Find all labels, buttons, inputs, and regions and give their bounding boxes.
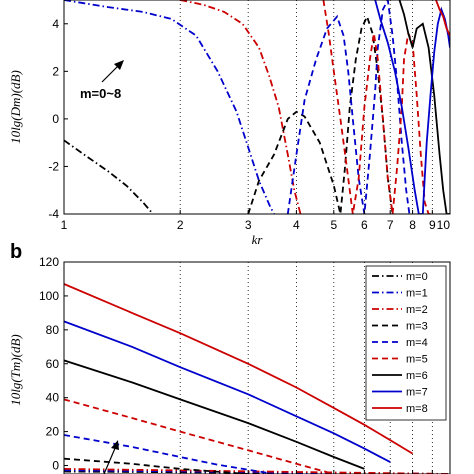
- panel-a-xlabel: kr: [252, 232, 264, 247]
- series-line-m7: [64, 320, 391, 463]
- series-line-m7: [374, 0, 450, 214]
- series-line-m8: [435, 0, 450, 37]
- panel-b-letter: b: [10, 241, 22, 263]
- y-tick-label: -2: [48, 159, 59, 173]
- panel-a-series: [64, 0, 450, 214]
- legend-label: m=4: [406, 337, 428, 349]
- panel-a-ylabel: 10lg(Dm)(dB): [8, 70, 23, 144]
- panel-b-grid: [179, 262, 433, 474]
- panel-b-series: [64, 283, 450, 474]
- panel-a: 1 2 3 4 5 6 7 8 9 10 -4 -2 0 2 4 kr 10lg(Dm)(dB) m=0~8: [8, 0, 451, 247]
- y-tick-label: 80: [46, 323, 60, 337]
- y-tick-label: 40: [46, 391, 60, 405]
- x-tick-label: 4: [293, 218, 300, 232]
- y-tick-label: 120: [39, 255, 59, 269]
- legend-label: m=1: [406, 288, 428, 300]
- series-line-m3: [247, 14, 395, 214]
- x-tick-label: 9: [429, 218, 436, 232]
- y-tick-label: 100: [39, 289, 59, 303]
- series-line-m5: [64, 398, 335, 474]
- panel-a-annotation-text: m=0~8: [80, 86, 121, 101]
- x-tick-label: 5: [330, 218, 337, 232]
- legend-label: m=5: [406, 354, 428, 366]
- panel-b-ticks: 0 20 40 60 80 100 120: [39, 255, 451, 474]
- series-line-m5: [322, 0, 433, 214]
- series-line-m1: [64, 0, 275, 214]
- series-line-m2: [180, 0, 302, 214]
- legend-label: m=2: [406, 304, 428, 316]
- y-tick-label: 4: [52, 17, 59, 31]
- panel-b-legend: m=0 m=1 m=2 m=3 m=4 m=5 m=6 m=7 m=8: [365, 265, 447, 421]
- legend-label: m=0: [406, 271, 428, 283]
- y-tick-label: 0: [52, 112, 59, 126]
- panel-a-frame: [63, 0, 451, 215]
- y-tick-label: 0: [52, 459, 59, 473]
- x-tick-label: 7: [387, 218, 394, 232]
- legend-box: [365, 265, 447, 421]
- x-tick-label: 8: [409, 218, 416, 232]
- series-line-m8: [64, 283, 414, 455]
- y-tick-label: -4: [48, 207, 59, 221]
- x-tick-label: 3: [245, 218, 252, 232]
- panel-b-annotation: [103, 440, 119, 474]
- panel-a-ticks: 1 2 3 4 5 6 7 8 9 10 -4 -2 0 2 4: [48, 17, 451, 232]
- panel-b-ylabel: 10lg(Tm)(dB): [8, 334, 23, 406]
- y-tick-label: 60: [46, 357, 60, 371]
- series-line-m2: [64, 468, 450, 474]
- y-tick-label: 2: [52, 64, 59, 78]
- annotation-arrowhead-b-icon: [111, 440, 119, 450]
- series-line-m4: [286, 0, 413, 214]
- series-line-m3: [64, 457, 249, 474]
- y-tick-label: 20: [46, 425, 60, 439]
- series-line-m6: [64, 359, 365, 470]
- x-tick-label: 2: [177, 218, 184, 232]
- panel-b-frame: [63, 261, 451, 474]
- legend-label: m=3: [406, 321, 428, 333]
- series-line-m6: [398, 0, 450, 214]
- x-tick-label: 6: [361, 218, 368, 232]
- annotation-arrowhead-icon: [114, 60, 124, 70]
- legend-label: m=6: [406, 370, 428, 382]
- series-line-m4: [64, 434, 275, 474]
- series-line-m0: [64, 139, 154, 214]
- x-tick-label: 1: [61, 218, 68, 232]
- x-tick-label: 10: [437, 218, 451, 232]
- annotation-arrow-shaft-b: [103, 445, 117, 474]
- legend-label: m=7: [406, 387, 428, 399]
- legend-label: m=8: [406, 403, 428, 415]
- panel-a-annotation: m=0~8: [80, 60, 124, 101]
